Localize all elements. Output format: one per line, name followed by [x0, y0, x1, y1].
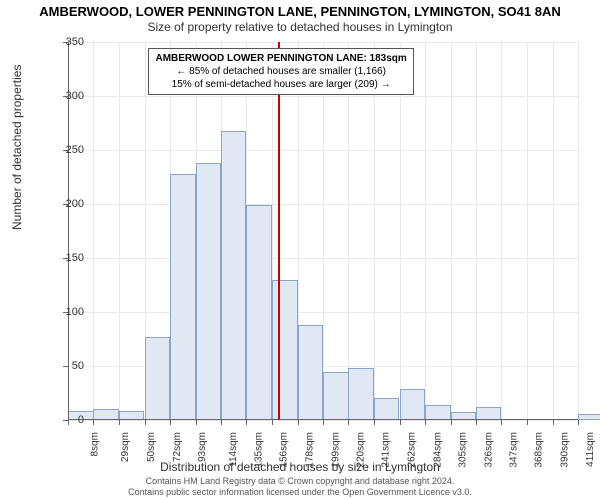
x-tick-label: 411sqm	[585, 432, 596, 467]
title-sub: Size of property relative to detached ho…	[0, 19, 600, 34]
footer: Contains HM Land Registry data © Crown c…	[0, 476, 600, 498]
gridline-v	[400, 42, 401, 420]
y-tick-label: 300	[44, 90, 84, 102]
annotation-line-1: AMBERWOOD LOWER PENNINGTON LANE: 183sqm	[155, 52, 406, 65]
y-tick-label: 150	[44, 252, 84, 264]
x-tick-mark	[145, 420, 146, 425]
y-tick-label: 350	[44, 36, 84, 48]
x-tick-label: 135sqm	[253, 432, 264, 468]
y-tick-label: 50	[44, 360, 84, 372]
x-tick-mark	[374, 420, 375, 425]
gridline-v	[348, 42, 349, 420]
annotation-line-2: ← 85% of detached houses are smaller (1,…	[155, 65, 406, 78]
gridline-v	[501, 42, 502, 420]
y-tick-label: 200	[44, 198, 84, 210]
x-tick-label: 29sqm	[120, 432, 131, 462]
title-main: AMBERWOOD, LOWER PENNINGTON LANE, PENNIN…	[0, 0, 600, 19]
chart-container: AMBERWOOD, LOWER PENNINGTON LANE, PENNIN…	[0, 0, 600, 500]
gridline-v	[553, 42, 554, 420]
x-tick-label: 178sqm	[305, 432, 316, 468]
histogram-bar	[400, 389, 426, 420]
gridline-v	[578, 42, 579, 420]
reference-line	[278, 42, 280, 420]
x-tick-label: 72sqm	[172, 432, 183, 462]
x-tick-label: 8sqm	[89, 432, 100, 456]
x-tick-label: 284sqm	[433, 432, 444, 468]
histogram-bar	[348, 368, 374, 420]
x-tick-label: 368sqm	[534, 432, 545, 468]
x-tick-mark	[323, 420, 324, 425]
x-tick-label: 220sqm	[356, 432, 367, 468]
x-tick-mark	[119, 420, 120, 425]
gridline-v	[527, 42, 528, 420]
x-tick-label: 93sqm	[197, 432, 208, 462]
x-tick-mark	[451, 420, 452, 425]
gridline-v	[476, 42, 477, 420]
y-tick-label: 250	[44, 144, 84, 156]
x-tick-mark	[170, 420, 171, 425]
x-tick-mark	[272, 420, 273, 425]
x-tick-mark	[501, 420, 502, 425]
x-tick-label: 347sqm	[508, 432, 519, 468]
y-tick-label: 0	[44, 414, 84, 426]
x-tick-mark	[298, 420, 299, 425]
x-tick-label: 326sqm	[483, 432, 494, 468]
histogram-bar	[578, 414, 600, 420]
x-axis-baseline	[68, 419, 578, 420]
x-tick-label: 390sqm	[560, 432, 571, 468]
x-tick-label: 199sqm	[330, 432, 341, 468]
histogram-bar	[145, 337, 171, 420]
footer-line-1: Contains HM Land Registry data © Crown c…	[0, 476, 600, 487]
x-tick-mark	[93, 420, 94, 425]
histogram-bar	[374, 398, 400, 420]
gridline-v	[119, 42, 120, 420]
x-tick-label: 305sqm	[458, 432, 469, 468]
x-tick-mark	[578, 420, 579, 425]
x-tick-mark	[221, 420, 222, 425]
gridline-v	[93, 42, 94, 420]
x-tick-mark	[527, 420, 528, 425]
histogram-bar	[170, 174, 196, 420]
x-tick-mark	[196, 420, 197, 425]
x-tick-label: 114sqm	[227, 432, 238, 467]
histogram-bar	[246, 205, 272, 420]
histogram-bar	[196, 163, 222, 420]
x-tick-label: 241sqm	[381, 432, 392, 468]
annotation-line-3: 15% of semi-detached houses are larger (…	[155, 78, 406, 91]
x-tick-mark	[476, 420, 477, 425]
annotation-box: AMBERWOOD LOWER PENNINGTON LANE: 183sqm …	[148, 48, 413, 95]
histogram-bar	[323, 372, 349, 420]
y-axis-label: Number of detached properties	[10, 65, 24, 230]
x-tick-label: 50sqm	[146, 432, 157, 462]
histogram-bar	[425, 405, 451, 420]
plot-area: AMBERWOOD LOWER PENNINGTON LANE: 183sqm …	[68, 42, 578, 420]
footer-line-2: Contains public sector information licen…	[0, 487, 600, 498]
x-tick-label: 156sqm	[279, 432, 290, 468]
x-tick-mark	[348, 420, 349, 425]
histogram-bar	[298, 325, 324, 420]
histogram-bar	[272, 280, 298, 420]
gridline-v	[425, 42, 426, 420]
histogram-bar	[221, 131, 247, 420]
gridline-v	[374, 42, 375, 420]
x-tick-mark	[246, 420, 247, 425]
x-tick-label: 262sqm	[406, 432, 417, 468]
x-tick-mark	[425, 420, 426, 425]
x-tick-mark	[553, 420, 554, 425]
gridline-v	[451, 42, 452, 420]
y-tick-label: 100	[44, 306, 84, 318]
x-tick-mark	[400, 420, 401, 425]
